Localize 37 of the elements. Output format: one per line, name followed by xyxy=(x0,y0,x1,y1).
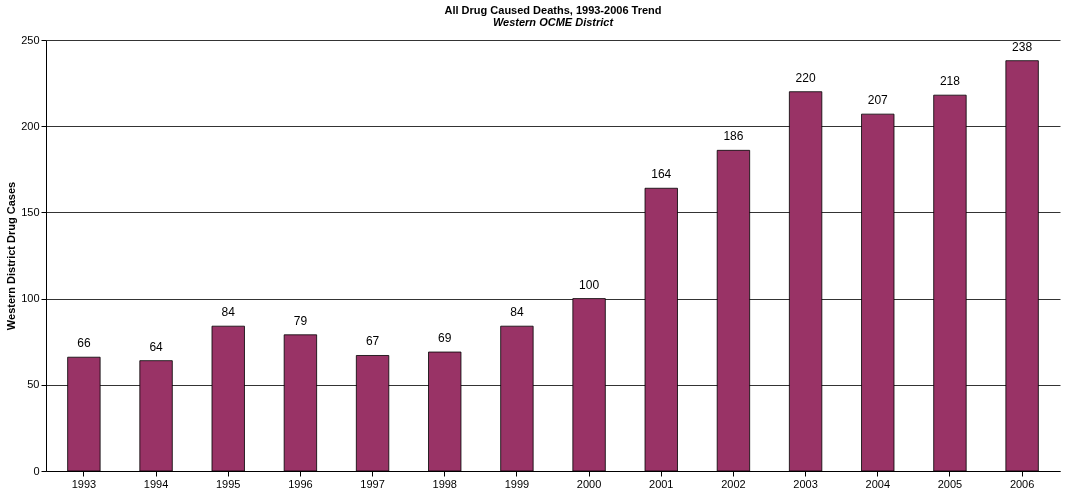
y-tick-label: 0 xyxy=(33,464,40,477)
data-label: 66 xyxy=(77,336,91,351)
chart-subtitle: Western OCME District xyxy=(492,16,615,28)
data-label: 79 xyxy=(293,313,308,328)
x-tick-label: 2002 xyxy=(721,477,746,490)
x-tick-label: 2000 xyxy=(576,477,602,490)
x-tick-label: 1995 xyxy=(215,477,241,490)
x-tick-label: 1993 xyxy=(71,477,97,490)
x-tick-label: 2005 xyxy=(937,477,963,490)
y-tick-label: 200 xyxy=(21,119,40,132)
x-tick-label: 1996 xyxy=(288,477,313,490)
data-label: 207 xyxy=(867,93,889,108)
data-label: 69 xyxy=(438,331,452,346)
x-tick-label: 2003 xyxy=(793,477,818,490)
data-label: 100 xyxy=(579,277,600,292)
data-label: 164 xyxy=(651,167,672,182)
data-label: 67 xyxy=(365,334,380,349)
data-label: 186 xyxy=(723,129,744,144)
x-tick-label: 2004 xyxy=(865,477,891,490)
data-label: 84 xyxy=(510,305,524,320)
y-tick-label: 50 xyxy=(27,378,40,391)
data-label: 220 xyxy=(795,70,816,85)
data-label: 238 xyxy=(1012,39,1033,54)
chart-title: All Drug Caused Deaths, 1993-2006 Trend xyxy=(444,4,662,16)
x-tick-label: 1997 xyxy=(360,477,385,490)
x-tick-label: 1999 xyxy=(504,477,530,490)
data-label: 64 xyxy=(149,339,164,354)
data-label: 218 xyxy=(939,74,961,89)
x-tick-label: 1998 xyxy=(432,477,457,490)
x-tick-label: 2001 xyxy=(649,477,674,490)
x-tick-label: 1994 xyxy=(143,477,169,490)
x-tick-label: 2006 xyxy=(1009,477,1035,490)
y-tick-label: 250 xyxy=(21,33,40,46)
y-tick-label: 150 xyxy=(21,205,40,218)
y-tick-label: 100 xyxy=(21,292,40,305)
y-axis-title: Western District Drug Cases xyxy=(5,181,18,331)
data-label: 84 xyxy=(221,305,236,320)
